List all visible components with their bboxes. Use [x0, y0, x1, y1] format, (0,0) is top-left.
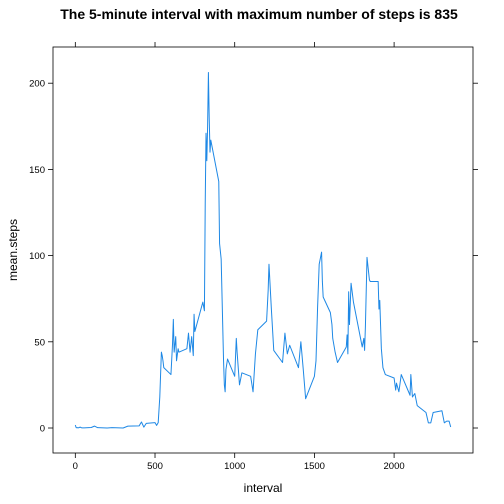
x-axis: 0 500 1000 1500 2000 [73, 42, 405, 472]
x-tick-label: 1000 [224, 461, 245, 472]
y-axis-label: mean.steps [6, 219, 20, 281]
x-tick-label: 0 [73, 461, 78, 472]
x-tick-label: 2000 [384, 461, 405, 472]
y-tick-label: 0 [40, 424, 45, 435]
x-tick-label: 1500 [304, 461, 325, 472]
series-line-mean-steps [75, 73, 450, 428]
chart-title: The 5-minute interval with maximum numbe… [60, 6, 458, 22]
y-tick-label: 200 [29, 79, 45, 90]
y-tick-label: 150 [29, 165, 45, 176]
y-tick-label: 100 [29, 251, 45, 262]
x-tick-label: 500 [147, 461, 163, 472]
y-tick-label: 50 [34, 337, 45, 348]
x-axis-label: interval [244, 481, 283, 495]
